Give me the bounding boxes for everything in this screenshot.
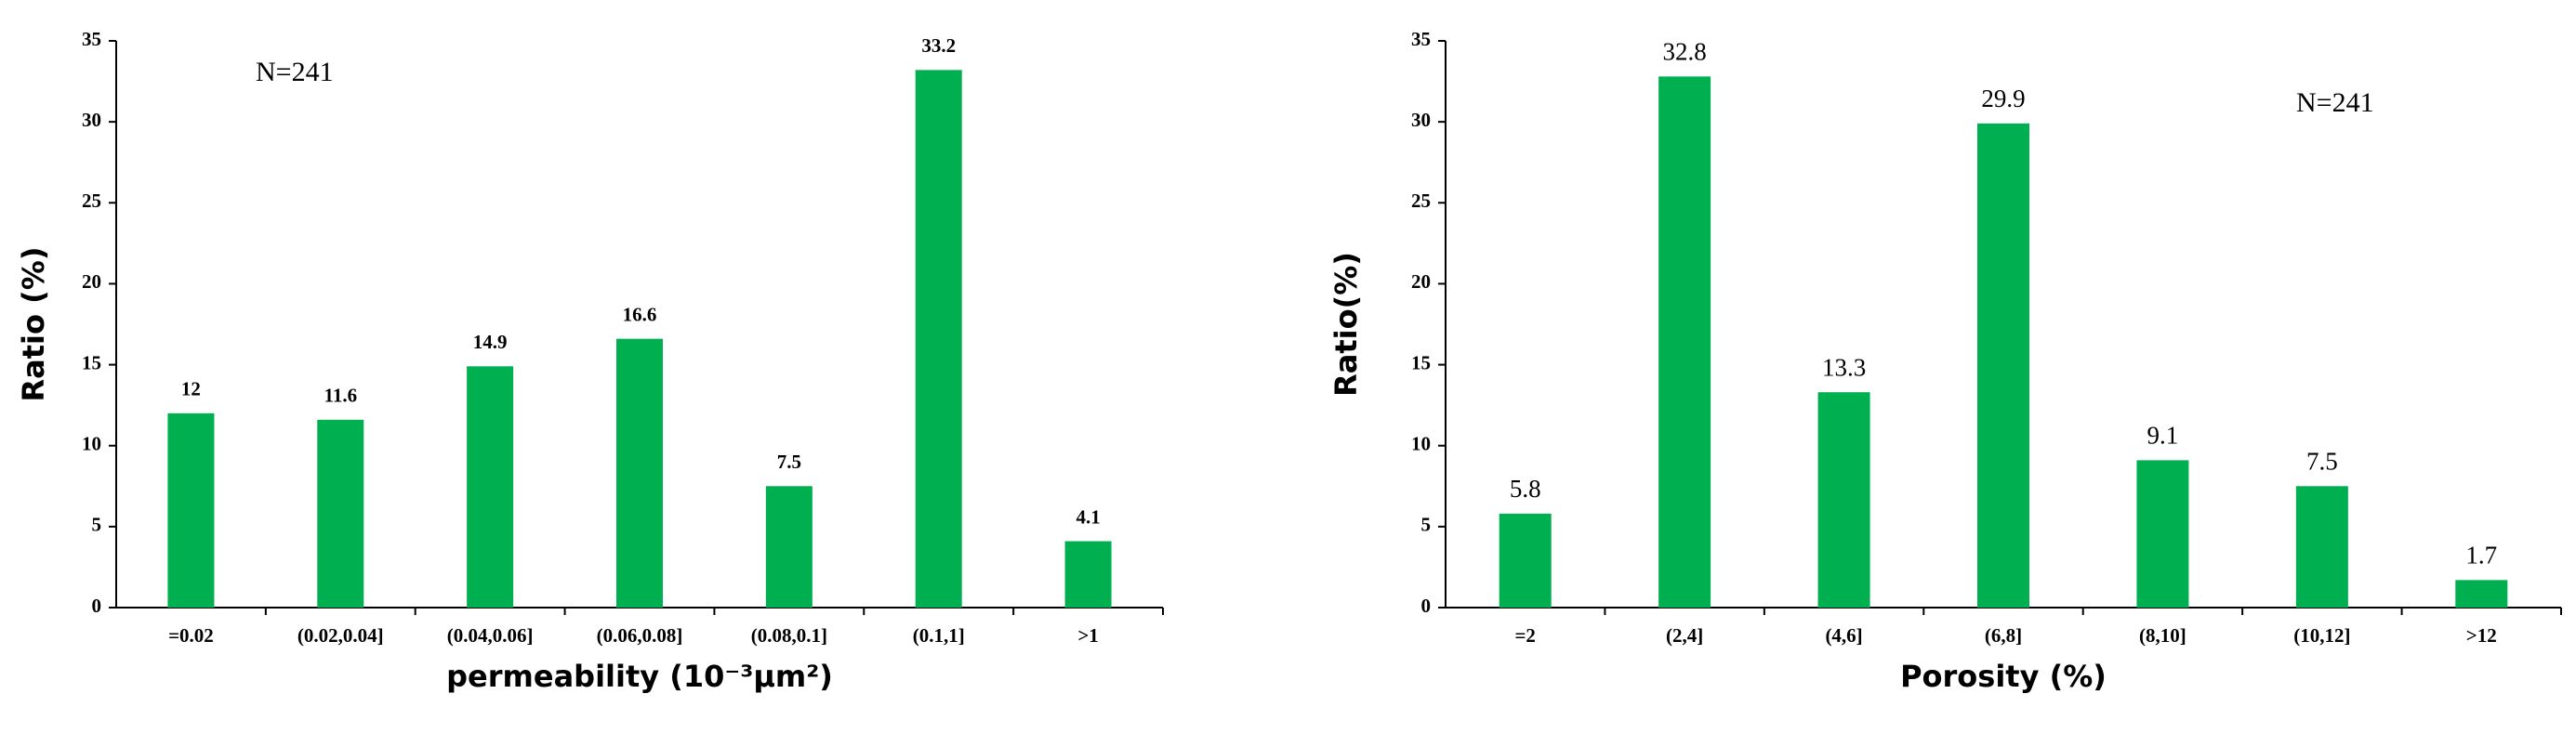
bar xyxy=(616,338,663,608)
bar xyxy=(2136,460,2189,608)
bar xyxy=(765,486,812,608)
y-tick-label: 0 xyxy=(1421,595,1432,617)
x-tick-label: =0.02 xyxy=(168,624,214,647)
x-tick-label: (4,6] xyxy=(1825,624,1862,647)
annotation: N=241 xyxy=(256,57,334,87)
bar xyxy=(1977,123,2029,608)
y-tick-label: 10 xyxy=(82,433,101,455)
x-axis-title: permeability (10⁻³μm²) xyxy=(446,659,833,694)
y-tick-label: 30 xyxy=(1411,109,1431,131)
value-label: 5.8 xyxy=(1510,475,1541,503)
y-tick-label: 35 xyxy=(82,28,101,50)
y-tick-label: 30 xyxy=(82,109,101,131)
y-axis-title: Ratio(%) xyxy=(1328,252,1364,397)
y-tick-label: 10 xyxy=(1411,433,1431,455)
y-tick-label: 20 xyxy=(1411,270,1431,293)
value-label: 32.8 xyxy=(1663,38,1707,66)
y-tick-label: 0 xyxy=(92,595,102,617)
bar xyxy=(915,70,962,608)
y-tick-label: 20 xyxy=(82,270,101,293)
value-label: 13.3 xyxy=(1822,353,1866,381)
y-tick-label: 35 xyxy=(1411,28,1431,50)
y-tick-label: 15 xyxy=(82,351,101,373)
bar xyxy=(1499,513,1552,608)
x-tick-label: (10,12] xyxy=(2293,624,2350,647)
value-label: 9.1 xyxy=(2147,422,2179,450)
value-label: 7.5 xyxy=(777,451,801,473)
y-axis-title: Ratio (%) xyxy=(16,247,51,402)
value-label: 7.5 xyxy=(2306,447,2338,475)
bar xyxy=(1817,392,1870,608)
x-axis-title: Porosity (%) xyxy=(1900,659,2107,694)
x-tick-label: (0.02,0.04] xyxy=(297,624,384,647)
value-label: 16.6 xyxy=(623,303,657,325)
x-tick-label: =2 xyxy=(1514,624,1535,647)
x-tick-label: >12 xyxy=(2466,624,2497,647)
x-tick-label: (6,8] xyxy=(1985,624,2022,647)
x-tick-label: >1 xyxy=(1077,624,1098,647)
y-tick-label: 5 xyxy=(92,514,102,536)
value-label: 12 xyxy=(181,378,201,400)
bar xyxy=(1658,76,1711,609)
value-label: 4.1 xyxy=(1076,505,1100,528)
value-label: 11.6 xyxy=(324,385,357,407)
annotation: N=241 xyxy=(2296,87,2374,118)
x-tick-label: (0.08,0.1] xyxy=(751,624,827,647)
bar xyxy=(167,412,215,608)
value-label: 33.2 xyxy=(921,34,956,57)
x-tick-label: (8,10] xyxy=(2139,624,2186,647)
value-label: 1.7 xyxy=(2465,542,2497,569)
x-tick-label: (2,4] xyxy=(1666,624,1703,647)
value-label: 14.9 xyxy=(473,331,508,353)
bar xyxy=(2295,486,2348,608)
y-tick-label: 15 xyxy=(1411,351,1431,373)
bar xyxy=(1064,541,1112,608)
bar xyxy=(467,366,514,608)
x-tick-label: (0.1,1] xyxy=(913,624,965,647)
x-tick-label: (0.04,0.06] xyxy=(447,624,534,647)
y-tick-label: 5 xyxy=(1421,514,1432,536)
value-label: 29.9 xyxy=(1981,85,2025,112)
y-tick-label: 25 xyxy=(82,190,101,212)
bar xyxy=(2455,580,2508,608)
y-tick-label: 25 xyxy=(1411,190,1431,212)
bar xyxy=(317,419,364,608)
x-tick-label: (0.06,0.08] xyxy=(597,624,683,647)
